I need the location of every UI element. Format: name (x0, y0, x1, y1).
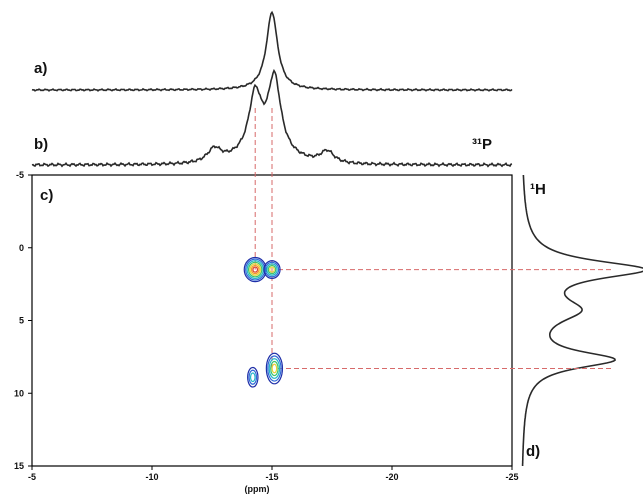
nucleus-label-1h: ¹H (530, 181, 546, 198)
contour-level (269, 266, 275, 273)
contour-level (247, 366, 259, 388)
x-axis-label: (ppm) (245, 484, 270, 494)
contour-level (268, 358, 281, 379)
x-tick-label: -20 (385, 472, 398, 482)
y-tick-label: 5 (19, 316, 24, 326)
contour-level (250, 264, 260, 275)
contour-level (249, 263, 261, 276)
panel-label-b: b) (34, 136, 48, 153)
contour-level (267, 264, 277, 275)
contour-level (249, 372, 256, 383)
contour-level (264, 261, 280, 278)
guide-lines (254, 108, 612, 370)
x-axis-ticks: -5 -10 -15 -20 -25 (28, 466, 519, 482)
panel-label-a: a) (34, 60, 47, 77)
trace-a-31p-spectrum (31, 10, 513, 92)
contour-peaks (243, 256, 284, 388)
contour-level (243, 256, 267, 283)
y-tick-label: 0 (19, 243, 24, 253)
contour-level (266, 263, 278, 276)
trace-d-1h-spectrum (521, 175, 643, 466)
y-tick-label: 10 (14, 388, 24, 398)
contour-level (271, 363, 278, 374)
x-tick-label: -25 (505, 472, 518, 482)
contour-level (252, 266, 259, 273)
contour-level (265, 352, 284, 385)
y-axis-ticks: -5 0 5 10 15 (14, 170, 32, 471)
contour-level (270, 360, 279, 377)
nucleus-label-31p: ³¹P (472, 136, 492, 153)
trace-b-31p-spectrum (31, 68, 513, 168)
contour-level (247, 261, 263, 278)
contour-level (245, 258, 266, 281)
x-tick-label: -15 (265, 472, 278, 482)
y-tick-label: -5 (16, 170, 24, 180)
y-tick-label: 15 (14, 461, 24, 471)
contour-level (248, 369, 258, 385)
contour-level (246, 260, 264, 280)
panel-label-d: d) (526, 443, 540, 460)
x-tick-label: -10 (145, 472, 158, 482)
x-tick-label: -5 (28, 472, 36, 482)
panel-label-c: c) (40, 187, 53, 204)
contour-level (263, 260, 281, 280)
contour-level (267, 355, 282, 382)
